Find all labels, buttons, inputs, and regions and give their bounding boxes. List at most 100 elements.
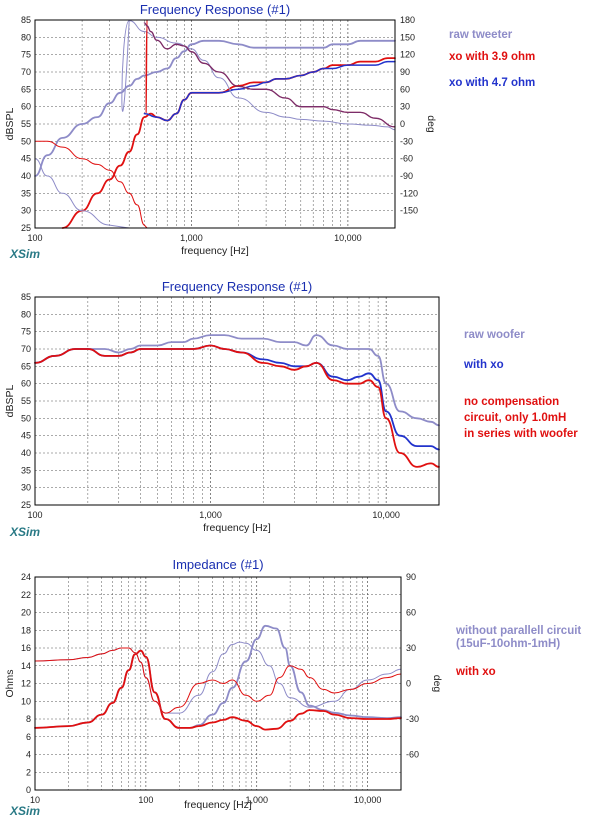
y2-tick-label: 60 <box>400 84 410 94</box>
series-line-4 <box>34 647 402 714</box>
x-tick-label: 1,000 <box>180 233 203 243</box>
y2-tick-label: -90 <box>400 171 413 181</box>
y-tick-label: 80 <box>21 32 31 42</box>
legend-entry-1: without parallell circuit <box>455 625 581 637</box>
y-axis-label: dBSPL <box>4 108 16 141</box>
y2-tick-label: 150 <box>400 32 415 42</box>
x-axis-label: frequency [Hz] <box>203 522 271 534</box>
y-tick-label: 22 <box>21 590 31 600</box>
y-tick-label: 50 <box>21 413 31 423</box>
y2-tick-label: 0 <box>400 119 405 129</box>
y-tick-label: 60 <box>21 102 31 112</box>
y-tick-label: 14 <box>21 661 31 671</box>
legend-entry-3: xo with 4.7 ohm <box>449 77 535 89</box>
series-line-3 <box>34 344 440 468</box>
y-tick-label: 70 <box>21 67 31 77</box>
legend-entry-1: raw woofer <box>464 329 525 341</box>
y2-axis-label: deg <box>431 675 443 693</box>
y2-tick-label: -60 <box>400 154 413 164</box>
legend-entry-2: with xo <box>455 666 496 678</box>
x-tick-label: 1,000 <box>245 795 268 805</box>
y-tick-label: 25 <box>21 500 31 510</box>
y-tick-label: 30 <box>21 206 31 216</box>
y2-tick-label: 30 <box>406 643 416 653</box>
y2-tick-label: 60 <box>406 608 416 618</box>
series-line-2 <box>34 344 440 451</box>
y2-tick-label: -30 <box>400 136 413 146</box>
legend-entry-3: circuit, only 1.0mH <box>464 412 566 424</box>
x-tick-label: 10,000 <box>354 795 382 805</box>
xsim-logo: XSim <box>9 247 40 261</box>
y2-tick-label: -60 <box>406 750 419 760</box>
x-tick-label: 100 <box>138 795 153 805</box>
y-tick-label: 12 <box>21 679 31 689</box>
x-tick-label: 10 <box>30 795 40 805</box>
legend-entry-3: in series with woofer <box>464 428 578 440</box>
y-tick-label: 16 <box>21 643 31 653</box>
series-line-1 <box>34 39 396 177</box>
legend-entry-1: raw tweeter <box>449 29 513 41</box>
y-tick-label: 8 <box>26 714 31 724</box>
xsim-logo: XSim <box>9 804 40 818</box>
y-tick-label: 55 <box>21 119 31 129</box>
x-tick-label: 10,000 <box>334 233 362 243</box>
x-tick-label: 1,000 <box>199 510 222 520</box>
x-tick-label: 100 <box>27 233 42 243</box>
series-line-1 <box>34 624 402 729</box>
y-tick-label: 60 <box>21 379 31 389</box>
y2-tick-label: -30 <box>406 714 419 724</box>
series-line-2 <box>61 57 396 229</box>
y-tick-label: 4 <box>26 750 31 760</box>
chart-title: Frequency Response (#1) <box>140 2 290 17</box>
y-tick-label: 45 <box>21 154 31 164</box>
y2-tick-label: -150 <box>400 206 418 216</box>
legend-entry-3: no compensation <box>464 396 559 408</box>
y-tick-label: 40 <box>21 448 31 458</box>
y-tick-label: 50 <box>21 136 31 146</box>
y-tick-label: 6 <box>26 732 31 742</box>
series-line-1 <box>34 334 440 427</box>
y-tick-label: 10 <box>21 696 31 706</box>
y-tick-label: 45 <box>21 431 31 441</box>
y-tick-label: 0 <box>26 785 31 795</box>
y-tick-label: 75 <box>21 327 31 337</box>
legend-entry-1: (15uF-10ohm-1mH) <box>456 638 560 650</box>
y2-tick-label: 30 <box>400 102 410 112</box>
y-axis-label: Ohms <box>4 669 16 697</box>
y-tick-label: 25 <box>21 223 31 233</box>
chart-title: Impedance (#1) <box>172 557 263 572</box>
x-tick-label: 100 <box>27 510 42 520</box>
legend-entry-2: with xo <box>463 359 504 371</box>
y-tick-label: 55 <box>21 396 31 406</box>
series-line-3 <box>143 60 396 122</box>
y-axis-label: dBSPL <box>4 385 16 418</box>
y2-tick-label: -120 <box>400 188 418 198</box>
y2-tick-label: 180 <box>400 15 415 25</box>
y2-tick-label: 90 <box>400 67 410 77</box>
y-tick-label: 65 <box>21 84 31 94</box>
y2-tick-label: 120 <box>400 50 415 60</box>
y-tick-label: 85 <box>21 292 31 302</box>
y-tick-label: 65 <box>21 361 31 371</box>
x-axis-label: frequency [Hz] <box>184 799 252 811</box>
legend-entry-2: xo with 3.9 ohm <box>449 51 535 63</box>
chart-title: Frequency Response (#1) <box>162 279 312 294</box>
y-tick-label: 75 <box>21 50 31 60</box>
x-tick-label: 10,000 <box>372 510 400 520</box>
series-line-3 <box>34 641 402 714</box>
chart-2: Frequency Response (#1) 85 80 75 70 65 60 55 50 4… <box>4 279 578 539</box>
y-tick-label: 35 <box>21 188 31 198</box>
series-line-4 <box>34 19 396 229</box>
series-line-6 <box>143 22 396 128</box>
y2-tick-label: 0 <box>406 679 411 689</box>
y-tick-label: 70 <box>21 344 31 354</box>
chart-1: Frequency Response (#1) 85 80 75 70 65 60 55 50 4… <box>4 2 535 261</box>
y-tick-label: 35 <box>21 465 31 475</box>
y2-tick-label: 90 <box>406 572 416 582</box>
y-tick-label: 2 <box>26 767 31 777</box>
series-line-2 <box>34 649 402 731</box>
y-tick-label: 85 <box>21 15 31 25</box>
plot-frame <box>34 576 402 791</box>
chart-3: Impedance (#1)24222018161412108642090603… <box>4 557 581 818</box>
